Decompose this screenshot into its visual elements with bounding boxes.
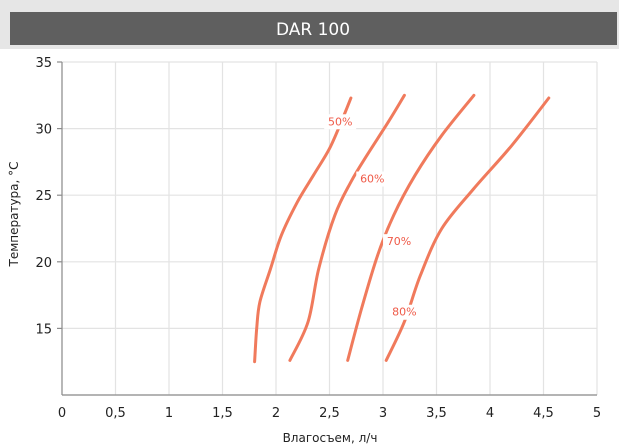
series-line-80pct [384,96,551,362]
tick-labels: 0 0,5 1 1,5 2 2,5 3 3,5 4 4,5 5 15 20 25 30 35 [35,56,601,421]
series-label-80pct: 80% [392,306,416,319]
series-label-60pct: 60% [360,173,384,186]
x-tick-label-1: 0,5 [105,406,126,421]
x-tick-label-8: 4 [486,406,494,421]
series-label-bg-2 [383,234,416,250]
x-tick-label-10: 5 [593,406,601,421]
x-tick-label-9: 4,5 [533,406,554,421]
series-line-70pct [346,93,476,362]
x-tick-label-2: 1 [165,406,173,421]
y-tick-label-1: 20 [35,256,52,271]
x-tick-label-5: 2,5 [319,406,340,421]
header-bar [10,12,617,45]
y-tick-label-0: 15 [35,322,52,337]
x-tick-label-6: 3 [379,406,387,421]
y-tick-label-4: 35 [35,56,52,71]
chart-header: DAR 100 [0,0,619,49]
series-lines [253,93,551,364]
x-tick-label-3: 1,5 [212,406,233,421]
y-axis-title: Температура, °C [7,161,21,267]
series-label-bg-3 [388,304,421,320]
x-tick-label-7: 3,5 [426,406,447,421]
series-line-60pct [288,93,406,362]
x-axis-title: Влагосъем, л/ч [283,431,378,445]
series-label-bg-0 [324,114,357,130]
y-tick-label-3: 30 [35,123,52,138]
x-tick-label-4: 2 [272,406,280,421]
series-label-bg-1 [356,171,389,187]
series-label-70pct: 70% [387,235,411,248]
series-labels: 50% 60% 70% 80% [324,114,421,320]
x-tick-label-0: 0 [58,406,66,421]
chart-title: DAR 100 [276,20,350,40]
series-line-50pct [253,96,353,364]
axes [57,61,597,396]
y-tick-label-2: 25 [35,189,52,204]
series-label-50pct: 50% [328,115,352,128]
